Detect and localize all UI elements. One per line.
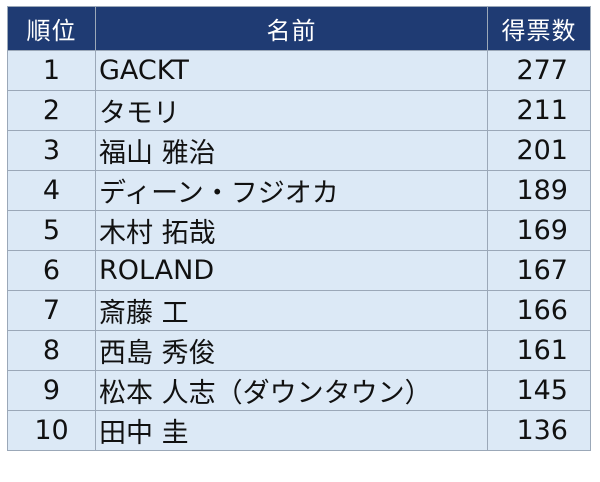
header-votes: 得票数 [487,6,591,51]
rank-cell: 10 [7,410,96,451]
table-row: 10 田中 圭 136 [7,410,591,451]
name-cell: ディーン・フジオカ [95,170,488,211]
rank-cell: 9 [7,370,96,411]
header-name: 名前 [95,6,488,51]
rank-cell: 3 [7,130,96,171]
votes-cell: 145 [487,370,591,411]
name-cell: GACKT [95,50,488,91]
table-row: 6 ROLAND 167 [7,250,591,291]
name-cell: ROLAND [95,250,488,291]
rank-cell: 6 [7,250,96,291]
rank-cell: 2 [7,90,96,131]
rank-cell: 5 [7,210,96,251]
votes-cell: 136 [487,410,591,451]
rank-cell: 1 [7,50,96,91]
votes-cell: 169 [487,210,591,251]
votes-cell: 277 [487,50,591,91]
table-row: 8 西島 秀俊 161 [7,330,591,371]
name-cell: 西島 秀俊 [95,330,488,371]
table-row: 5 木村 拓哉 169 [7,210,591,251]
name-cell: 木村 拓哉 [95,210,488,251]
table-row: 3 福山 雅治 201 [7,130,591,171]
table-row: 7 斎藤 工 166 [7,290,591,331]
table-body: 1 GACKT 277 2 タモリ 211 3 福山 雅治 201 4 ディーン… [7,50,591,451]
name-cell: 斎藤 工 [95,290,488,331]
votes-cell: 161 [487,330,591,371]
votes-cell: 211 [487,90,591,131]
rank-cell: 8 [7,330,96,371]
votes-cell: 201 [487,130,591,171]
name-cell: 田中 圭 [95,410,488,451]
votes-cell: 167 [487,250,591,291]
table-row: 1 GACKT 277 [7,50,591,91]
votes-cell: 189 [487,170,591,211]
name-cell: 福山 雅治 [95,130,488,171]
name-cell: タモリ [95,90,488,131]
header-rank: 順位 [7,6,96,51]
votes-cell: 166 [487,290,591,331]
table-header: 順位 名前 得票数 [7,6,591,51]
header-row: 順位 名前 得票数 [7,6,591,51]
rank-cell: 7 [7,290,96,331]
rank-cell: 4 [7,170,96,211]
name-cell: 松本 人志（ダウンタウン） [95,370,488,411]
table-row: 2 タモリ 211 [7,90,591,131]
ranking-table: 順位 名前 得票数 1 GACKT 277 2 タモリ 211 3 福山 雅治 … [7,6,591,451]
table-row: 4 ディーン・フジオカ 189 [7,170,591,211]
table-row: 9 松本 人志（ダウンタウン） 145 [7,370,591,411]
